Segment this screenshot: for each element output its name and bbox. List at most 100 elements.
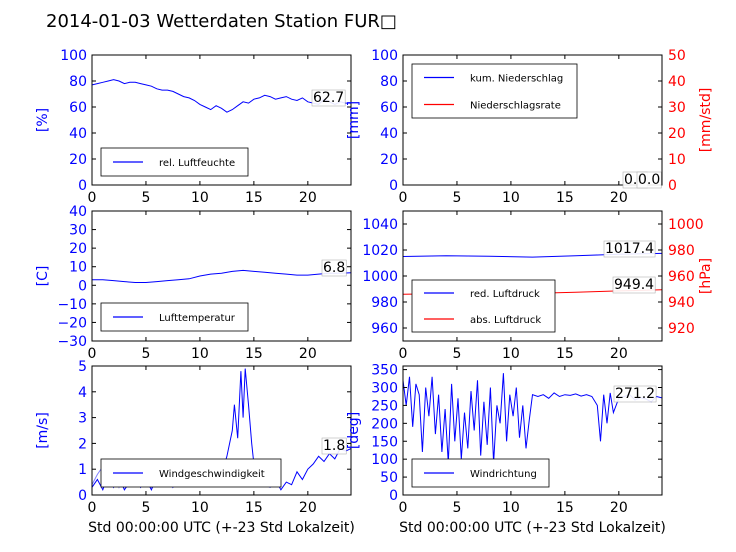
wind_speed-ytick: 3 [78,411,87,427]
humidity-ytick: 60 [69,100,87,116]
page-title: 2014-01-03 Wetterdaten Station FUR□ [46,11,397,32]
pressure-ytick: 1040 [362,217,398,233]
wind_speed-xtick: 15 [245,500,263,516]
precip-ytick: 20 [380,152,398,168]
humidity-ytick: 20 [69,152,87,168]
pressure-ytick-right: 960 [668,269,695,285]
wind_speed-ytick: 1 [78,462,87,478]
wind_dir-ytick: 0 [389,488,398,504]
pressure-legend-entry: abs. Luftdruck [470,315,541,326]
precip-legend-entry: Niederschlagsrate [470,101,561,112]
temperature-ytick: −30 [57,334,87,350]
wind_dir-xtick: 5 [452,500,461,516]
precip-xtick: 5 [452,190,461,206]
temperature-xtick: 0 [88,346,97,362]
wind_speed-value-label: 1.8 [323,438,345,454]
temperature-legend: Lufttemperatur [100,302,249,332]
pressure-value-label: 1017.4 [605,241,654,257]
precip-xtick: 20 [610,190,628,206]
precip-ytick: 0 [389,178,398,194]
humidity-series-0 [92,79,351,113]
precip-value-label: 0.0 [638,172,660,188]
wind_dir-ytick: 150 [371,434,398,450]
humidity-panel: 0 5 10 15 20 0 20 40 60 80 100 [%] rel. Luftfeuchte 6… [35,48,352,206]
precip-ylabel-right: [mm/std] [698,88,714,153]
wind_speed-xtick: 20 [299,500,317,516]
temperature-frame [91,210,352,342]
wind_dir-legend: Windrichtung [411,458,550,488]
precip-ytick-right: 40 [668,74,686,90]
pressure-ytick-right: 1000 [668,217,704,233]
wind_speed-xlabel: Std 00:00:00 UTC (+-23 Std Lokalzeit) [88,520,355,536]
pressure-xtick: 10 [502,346,520,362]
humidity-xtick: 20 [299,190,317,206]
pressure-ytick: 980 [371,295,398,311]
pressure-xtick: 0 [399,346,408,362]
precip-ytick: 60 [380,100,398,116]
temperature-xtick: 10 [191,346,209,362]
temperature-ytick: 20 [69,241,87,257]
humidity-ytick: 80 [69,74,87,90]
wind_speed-ytick: 4 [78,385,87,401]
precip-ytick: 40 [380,126,398,142]
wind_speed-ytick: 2 [78,436,87,452]
wind_speed-ytick: 5 [78,359,87,375]
precip-legend-entry: kum. Niederschlag [470,74,563,85]
precip-ytick-right: 30 [668,100,686,116]
pressure-ylabel-right: [hPa] [698,258,714,294]
temperature-ytick: −20 [57,315,87,331]
wind_dir-frame [402,365,663,496]
temperature-ytick: −10 [57,297,87,313]
wind_dir-ytick: 350 [371,363,398,379]
wind_speed-xtick: 10 [191,500,209,516]
wind_speed-xtick: 0 [88,500,97,516]
humidity-xtick: 0 [88,190,97,206]
precip-legend: kum. Niederschlag Niederschlagsrate [411,63,578,119]
precip-ytick: 100 [371,48,398,64]
humidity-ylabel: [%] [35,108,51,132]
wind_dir-xtick: 15 [556,500,574,516]
wind_dir-ytick: 100 [371,452,398,468]
temperature-ytick: 40 [69,204,87,220]
temperature-ylabel: [C] [35,266,51,287]
wind_dir-xlabel: Std 00:00:00 UTC (+-23 Std Lokalzeit) [399,520,666,536]
wind_dir-ytick: 300 [371,381,398,397]
pressure-ytick-right: 920 [668,321,695,337]
temperature-xtick: 5 [141,346,150,362]
wind_dir-ylabel: [deg] [346,412,362,449]
humidity-legend-entry: rel. Luftfeuchte [159,158,235,169]
temperature-ytick: 0 [78,278,87,294]
temperature-legend-entry: Lufttemperatur [159,313,236,324]
pressure-legend-entry: red. Luftdruck [470,289,540,300]
humidity-legend: rel. Luftfeuchte [100,147,249,177]
precip-frame [402,54,663,186]
wind_speed-ytick: 0 [78,488,87,504]
temperature-xtick: 15 [245,346,263,362]
pressure-xtick: 20 [610,346,628,362]
wind_speed-legend: Windgeschwindigkeit [100,458,282,488]
pressure-ytick: 1000 [362,269,398,285]
humidity-xtick: 10 [191,190,209,206]
wind_speed-legend-entry: Windgeschwindigkeit [159,469,265,480]
precip-ytick: 80 [380,74,398,90]
precip-ytick-right: 0 [668,178,677,194]
humidity-ytick: 40 [69,126,87,142]
humidity-value-label: 62.7 [313,90,344,106]
wind_speed-ylabel: [m/s] [35,412,51,449]
wind_dir-ytick: 50 [380,470,398,486]
pressure-xtick: 5 [452,346,461,362]
humidity-ytick: 100 [60,48,87,64]
precip-panel: 0 5 10 15 20 0 20 40 60 80 100 0 10 20 30 40 50 [mm] [mm/s… [346,48,714,206]
temperature-ytick: 30 [69,223,87,239]
precip-xtick: 15 [556,190,574,206]
temperature-xtick: 20 [299,346,317,362]
wind_dir-xtick: 0 [399,500,408,516]
wind_speed-frame [91,365,352,496]
precip-ytick-right: 50 [668,48,686,64]
precip-ytick-right: 10 [668,152,686,168]
pressure-xtick: 15 [556,346,574,362]
temperature-series-0 [92,269,351,283]
pressure-value-label: 949.4 [614,277,654,293]
